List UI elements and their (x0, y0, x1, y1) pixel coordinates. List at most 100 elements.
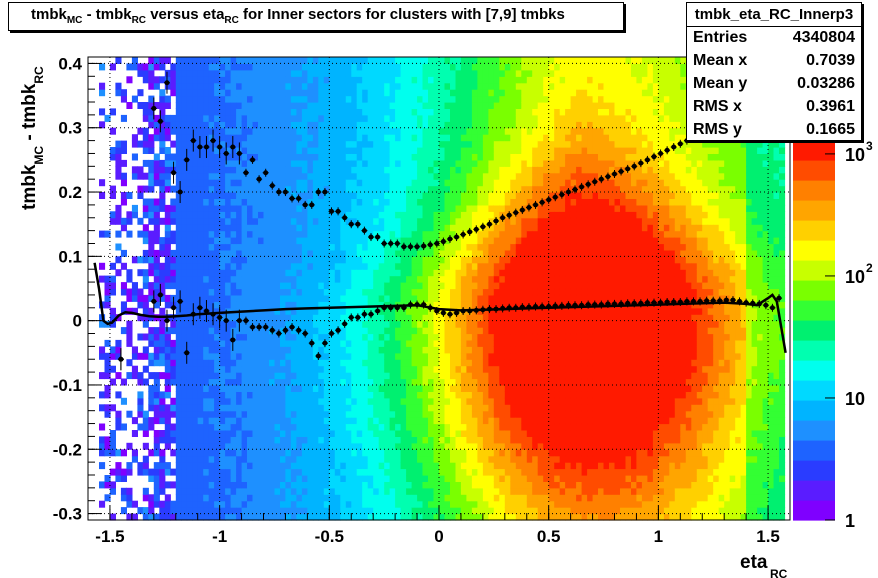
heat-cell (241, 224, 248, 232)
heat-cell (318, 192, 325, 199)
heat-cell (252, 95, 259, 103)
heat-cell (181, 436, 188, 444)
heat-cell (219, 500, 226, 508)
heat-cell (269, 314, 276, 322)
heat-cell (225, 82, 232, 90)
heat-cell (312, 339, 319, 347)
heat-cell (417, 404, 424, 412)
heat-cell (153, 166, 160, 174)
heat-cell (285, 114, 292, 122)
heat-cell (236, 500, 243, 508)
heat-cell (411, 359, 418, 367)
heat-cell (290, 359, 297, 367)
heat-cell (510, 410, 517, 418)
heat-cell (230, 449, 237, 457)
heat-cell (389, 204, 396, 212)
heat-cell (186, 410, 193, 418)
heat-cell (460, 76, 467, 84)
heat-cell (367, 455, 374, 463)
heat-cell (164, 359, 171, 367)
heat-cell (417, 185, 424, 193)
heat-cell (120, 282, 127, 290)
heat-cell (186, 404, 193, 412)
heat-cell (312, 468, 319, 476)
heat-cell (301, 365, 308, 373)
heat-cell (181, 198, 188, 206)
heat-cell (241, 89, 248, 97)
heat-cell (334, 449, 341, 457)
heat-cell (164, 507, 171, 515)
heat-cell (131, 256, 138, 264)
heat-cell (318, 134, 325, 142)
heat-cell (499, 275, 506, 283)
heat-cell (285, 134, 292, 142)
heat-cell (356, 339, 363, 347)
heat-cell (422, 339, 429, 347)
heat-cell (384, 102, 391, 109)
heat-cell (258, 63, 265, 71)
heat-cell (208, 134, 215, 142)
heat-cell (373, 57, 380, 64)
heat-cell (351, 185, 358, 193)
heat-cell (477, 423, 484, 431)
heat-cell (504, 481, 511, 489)
heat-cell (219, 346, 226, 354)
heat-cell (493, 481, 500, 489)
heat-cell (340, 179, 347, 187)
heat-cell (389, 436, 396, 444)
heat-cell (422, 82, 429, 90)
heat-cell (252, 108, 259, 116)
heat-cell (334, 468, 341, 476)
heat-cell (208, 430, 215, 437)
heat-cell (345, 140, 352, 148)
heat-cell (400, 179, 407, 187)
heat-cell (296, 378, 303, 386)
heat-cell (504, 95, 511, 103)
heat-cell (175, 121, 182, 129)
heat-cell (159, 436, 166, 444)
heat-cell (433, 288, 440, 296)
heat-cell (389, 282, 396, 290)
heat-cell (307, 455, 314, 463)
heat-cell (450, 179, 457, 187)
heat-cell (378, 436, 385, 444)
heat-cell (466, 462, 473, 470)
heat-cell (411, 333, 418, 341)
heat-cell (406, 192, 413, 199)
heat-cell (400, 172, 407, 180)
heat-cell (422, 89, 429, 97)
heat-cell (356, 89, 363, 97)
heat-cell (219, 327, 226, 335)
heat-cell (225, 436, 232, 444)
heat-cell (120, 378, 127, 386)
heat-cell (340, 359, 347, 367)
heat-cell (318, 468, 325, 476)
heat-cell (373, 224, 380, 232)
heat-cell (323, 430, 330, 437)
heat-cell (417, 327, 424, 335)
heat-cell (471, 275, 478, 283)
heat-cell (280, 256, 287, 264)
heat-cell (395, 442, 402, 450)
heat-cell (252, 198, 259, 206)
heat-cell (439, 346, 446, 354)
heat-cell (455, 500, 462, 508)
heat-cell (285, 307, 292, 315)
heat-cell (351, 397, 358, 405)
heat-cell (367, 217, 374, 225)
heat-cell (186, 237, 193, 245)
heat-cell (356, 269, 363, 277)
heat-cell (274, 269, 281, 277)
heat-cell (274, 63, 281, 71)
heat-cell (488, 95, 495, 103)
heat-cell (230, 204, 237, 212)
heat-cell (351, 346, 358, 354)
heat-cell (362, 339, 369, 347)
heat-cell (411, 320, 418, 328)
heat-cell (301, 140, 308, 148)
heat-cell (466, 127, 473, 135)
heat-cell (417, 385, 424, 392)
heat-cell (362, 275, 369, 283)
heat-cell (280, 333, 287, 341)
heat-cell (230, 417, 237, 425)
